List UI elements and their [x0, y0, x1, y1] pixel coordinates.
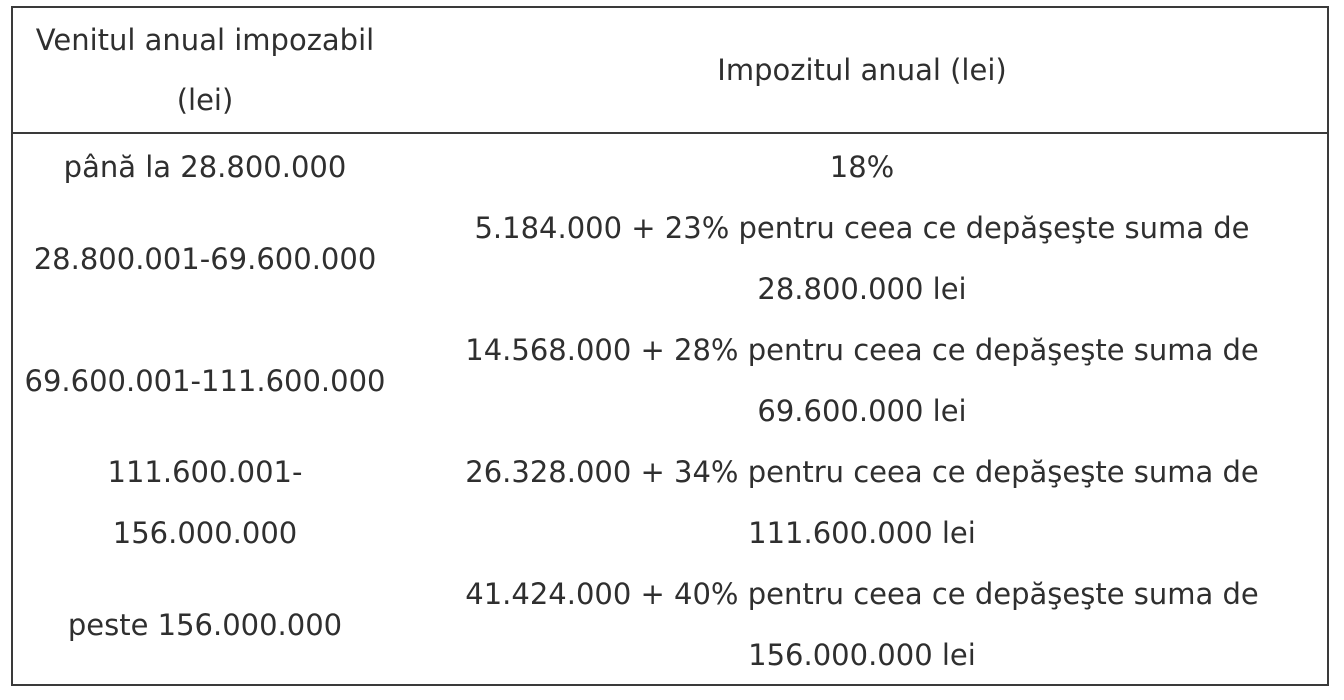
tax-formula-text-line1: 41.424.000 + 40% pentru ceea ce depăşeşt…: [465, 577, 1259, 611]
table-body: până la 28.800.000 18% 28.800.001-69.600…: [13, 136, 1327, 686]
tax-formula-cell: 5.184.000 + 23% pentru ceea ce depăşeşte…: [397, 198, 1327, 320]
income-range-text-line1: 111.600.001-: [107, 455, 303, 489]
header-tax-cell: Impozitul anual (lei): [397, 8, 1327, 132]
tax-bracket-table: Venitul anual impozabil (lei) Impozitul …: [11, 6, 1329, 686]
table-row: 111.600.001- 156.000.000 26.328.000 + 34…: [13, 442, 1327, 564]
tax-formula-text-line1: 26.328.000 + 34% pentru ceea ce depăşeşt…: [465, 455, 1259, 489]
header-income-text-line2: (lei): [176, 83, 234, 117]
tax-formula-cell: 26.328.000 + 34% pentru ceea ce depăşeşt…: [397, 442, 1327, 564]
header-tax-text: Impozitul anual (lei): [717, 53, 1007, 87]
income-range-cell: 111.600.001- 156.000.000: [13, 442, 397, 564]
tax-formula-text-line2: 69.600.000 lei: [757, 394, 967, 428]
income-range-text: 28.800.001-69.600.000: [33, 241, 377, 276]
tax-formula-text-line1: 5.184.000 + 23% pentru ceea ce depăşeşte…: [474, 211, 1250, 245]
income-range-cell: 69.600.001-111.600.000: [13, 320, 397, 442]
income-range-text-line2: 156.000.000: [112, 516, 298, 550]
tax-formula-text-line2: 28.800.000 lei: [757, 272, 967, 306]
income-range-cell: până la 28.800.000: [13, 136, 397, 198]
tax-formula-cell: 14.568.000 + 28% pentru ceea ce depăşeşt…: [397, 320, 1327, 442]
table-header-row: Venitul anual impozabil (lei) Impozitul …: [13, 8, 1327, 134]
tax-formula-cell: 41.424.000 + 40% pentru ceea ce depăşeşt…: [397, 564, 1327, 686]
header-income-text-line1: Venitul anual impozabil: [35, 23, 375, 57]
header-income-cell: Venitul anual impozabil (lei): [13, 8, 397, 132]
income-range-cell: 28.800.001-69.600.000: [13, 198, 397, 320]
table-row: până la 28.800.000 18%: [13, 136, 1327, 198]
tax-formula-text: 18%: [829, 150, 895, 184]
tax-formula-text-line2: 156.000.000 lei: [748, 638, 976, 672]
income-range-cell: peste 156.000.000: [13, 564, 397, 686]
income-range-text: până la 28.800.000: [63, 150, 347, 184]
income-range-text: 69.600.001-111.600.000: [24, 363, 386, 398]
tax-formula-cell: 18%: [397, 136, 1327, 198]
tax-formula-text-line2: 111.600.000 lei: [748, 516, 976, 550]
tax-formula-text-line1: 14.568.000 + 28% pentru ceea ce depăşeşt…: [465, 333, 1259, 367]
income-range-text: peste 156.000.000: [67, 607, 343, 642]
table-row: 28.800.001-69.600.000 5.184.000 + 23% pe…: [13, 198, 1327, 320]
table-row: 69.600.001-111.600.000 14.568.000 + 28% …: [13, 320, 1327, 442]
table-row: peste 156.000.000 41.424.000 + 40% pentr…: [13, 564, 1327, 686]
